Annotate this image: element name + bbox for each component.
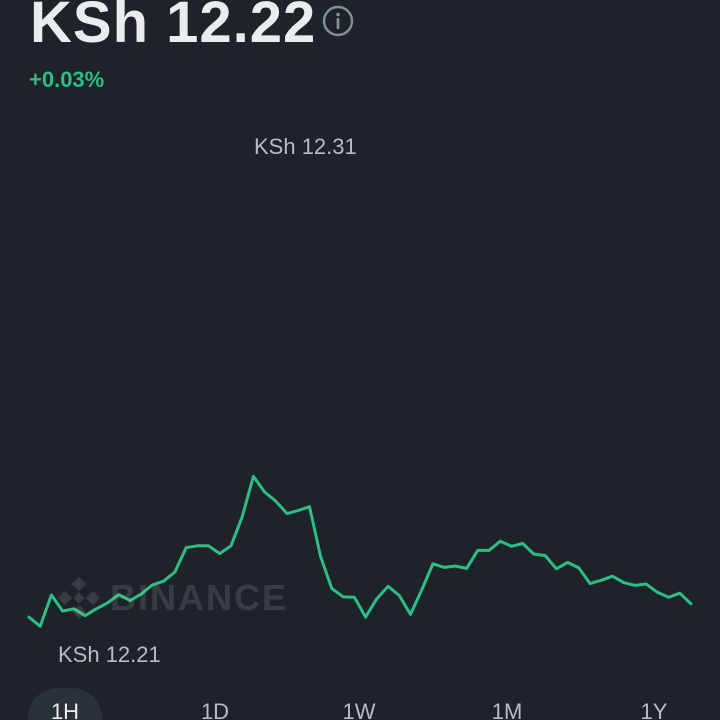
range-tab-1m[interactable]: 1M	[491, 699, 523, 720]
range-tab-1h[interactable]: 1H	[28, 688, 102, 720]
range-tab-1y[interactable]: 1Y	[640, 699, 668, 720]
range-tab-1d[interactable]: 1D	[200, 699, 230, 720]
chart-low-label: KSh 12.21	[58, 642, 161, 667]
current-price: KSh 12.22	[30, 0, 317, 55]
price-series-line	[27, 474, 693, 628]
chart-high-label: KSh 12.31	[254, 134, 357, 159]
info-circle-icon[interactable]	[322, 5, 354, 37]
range-tab-1w[interactable]: 1W	[342, 699, 376, 720]
time-range-selector: 1H 1D 1W 1M 1Y	[0, 688, 720, 720]
binance-watermark: BINANCE	[56, 575, 288, 621]
watermark-text: BINANCE	[110, 577, 289, 618]
price-change-percent: +0.03%	[29, 67, 105, 92]
binance-logo-icon	[57, 576, 101, 620]
